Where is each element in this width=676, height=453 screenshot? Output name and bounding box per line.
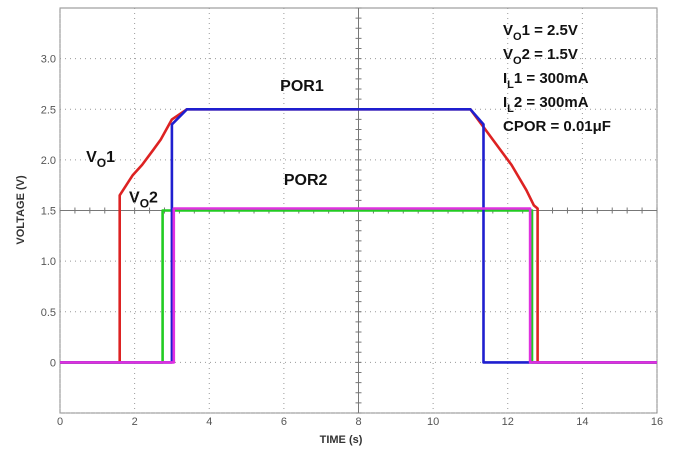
y-tick-label: 0 [50, 357, 56, 369]
y-tick-label: 1.5 [41, 206, 56, 218]
x-tick-label: 8 [355, 416, 361, 428]
x-tick-label: 2 [132, 416, 138, 428]
x-axis-label: TIME (s) [320, 434, 363, 446]
y-tick-label: 2.0 [41, 155, 56, 167]
x-tick-label: 16 [651, 416, 663, 428]
y-tick-label: 0.5 [41, 307, 56, 319]
x-tick-label: 0 [57, 416, 63, 428]
annotation-por1: POR1 [280, 78, 324, 95]
x-tick-label: 10 [427, 416, 439, 428]
condition-line: CPOR = 0.01μF [503, 118, 611, 135]
y-tick-label: 2.5 [41, 104, 56, 116]
x-tick-label: 4 [206, 416, 212, 428]
y-tick-label: 1.0 [41, 256, 56, 268]
x-tick-label: 14 [576, 416, 588, 428]
y-tick-label: 3.0 [41, 54, 56, 66]
y-axis-label: VOLTAGE (V) [15, 175, 27, 245]
x-tick-label: 6 [281, 416, 287, 428]
x-tick-label: 12 [502, 416, 514, 428]
annotation-por2: POR2 [284, 172, 328, 189]
